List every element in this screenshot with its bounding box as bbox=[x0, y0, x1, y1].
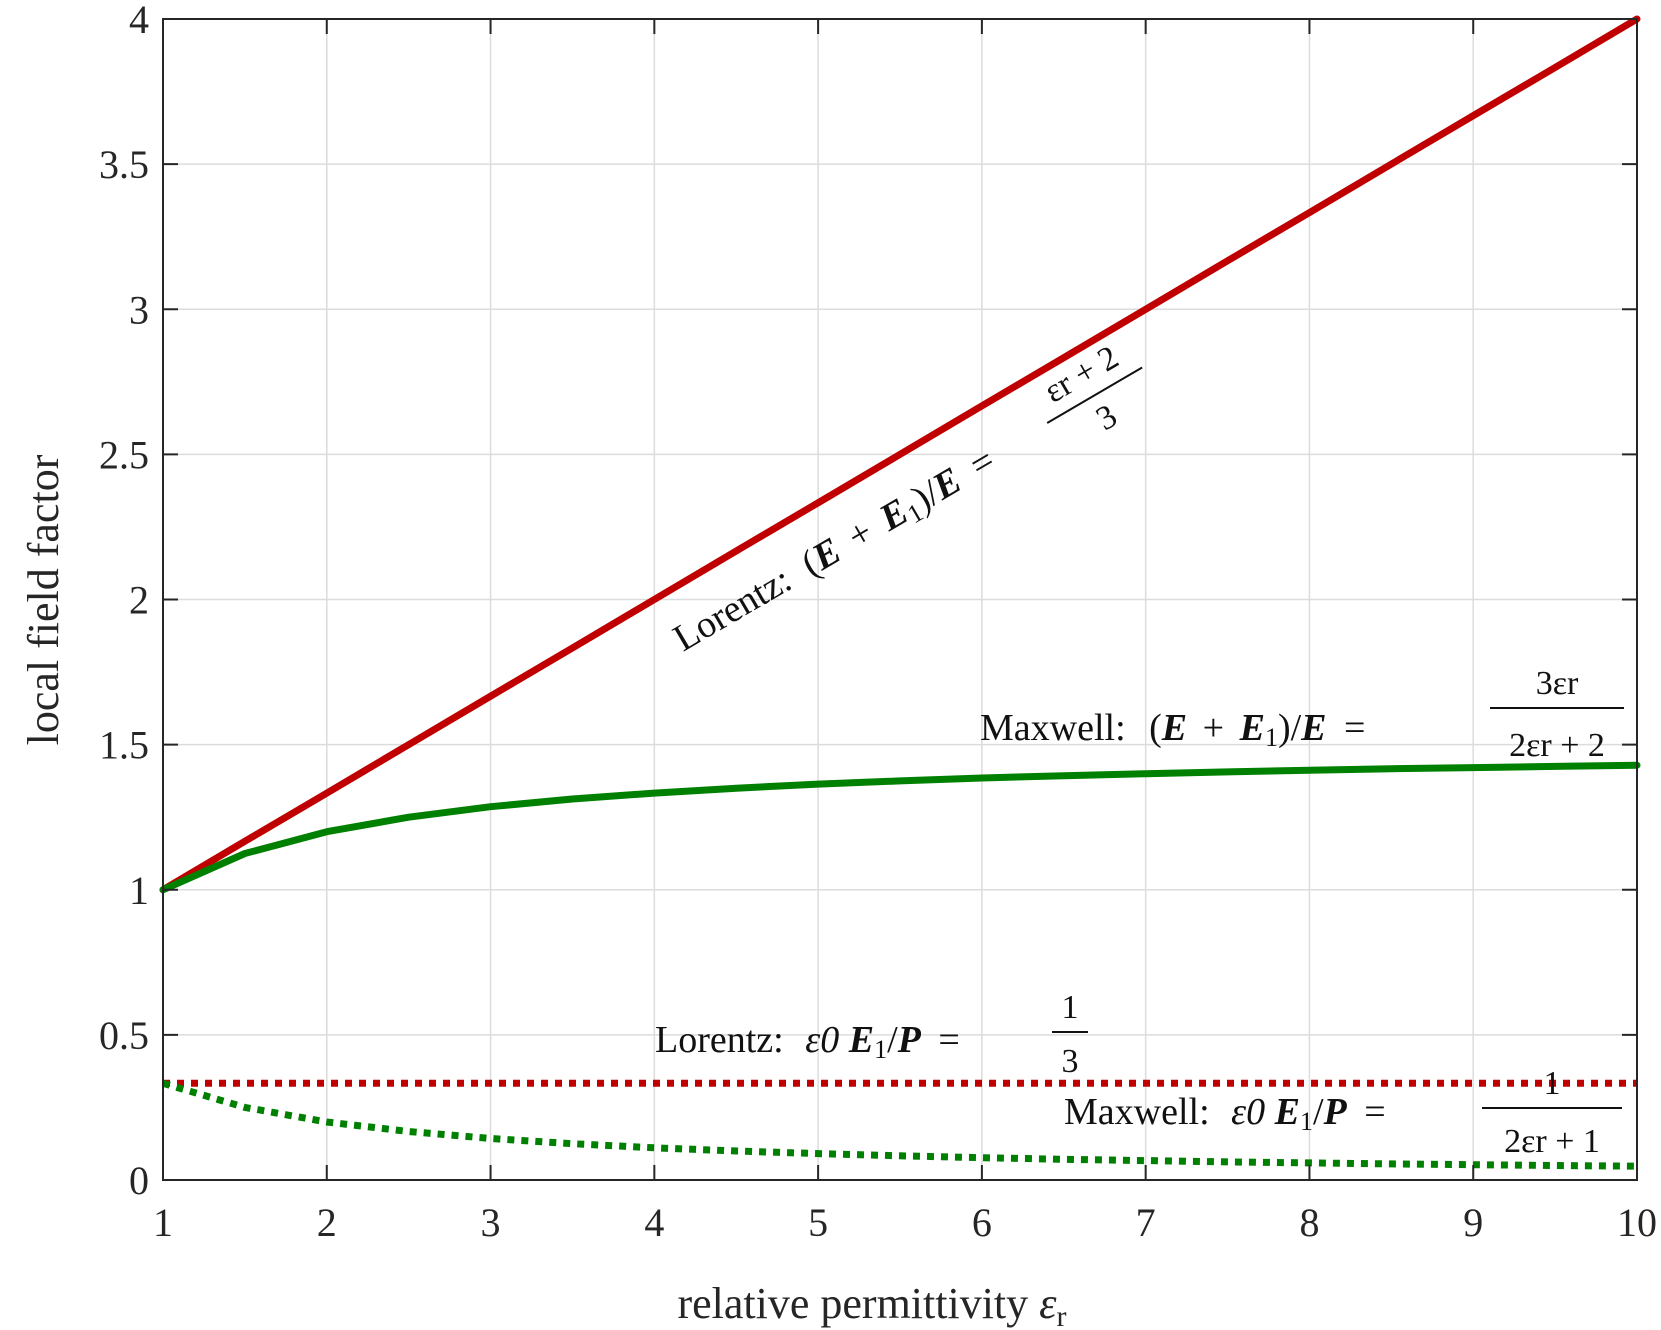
y-tick-label: 3.5 bbox=[99, 142, 149, 187]
series-line-2 bbox=[159, 761, 1641, 894]
svg-text:Lorentz: ε0 E1/P: Lorentz: ε0 E1/P = bbox=[655, 1019, 960, 1064]
y-tick-label: 0 bbox=[129, 1158, 149, 1203]
svg-text:Maxwell: (E +: Maxwell: (E + E1)/E = bbox=[980, 707, 1365, 752]
y-tick-label: 3 bbox=[129, 287, 149, 332]
svg-text:Maxwell: ε0 E1/P: Maxwell: ε0 E1/P = bbox=[1064, 1091, 1386, 1136]
x-tick-label: 2 bbox=[317, 1200, 337, 1245]
annotation-maxwell-factor: Maxwell: (E + E1)/E = 3εr 2εr + 2 bbox=[980, 665, 1624, 764]
x-tick-label: 3 bbox=[481, 1200, 501, 1245]
y-tick-label: 4 bbox=[129, 0, 149, 42]
svg-text:3εr: 3εr bbox=[1536, 665, 1579, 702]
svg-text:2εr + 1: 2εr + 1 bbox=[1504, 1123, 1600, 1160]
svg-text:1: 1 bbox=[1544, 1065, 1561, 1102]
x-tick-label: 8 bbox=[1299, 1200, 1319, 1245]
x-tick-label: 6 bbox=[972, 1200, 992, 1245]
tick-labels: 1 2 3 4 5 6 7 8 9 10 0 0.5 1 1.5 2 2.5 3 3.5 4 bbox=[99, 0, 1657, 1245]
x-axis-title: relative permittivity εr bbox=[677, 1279, 1066, 1330]
y-axis-title: local field factor bbox=[19, 454, 68, 745]
svg-text:1: 1 bbox=[1062, 989, 1079, 1026]
x-tick-label: 10 bbox=[1617, 1200, 1657, 1245]
x-tick-label: 1 bbox=[153, 1200, 173, 1245]
annotation-lorentz-ratio: Lorentz: ε0 E1/P = 1 3 bbox=[655, 989, 1088, 1080]
y-tick-label: 1.5 bbox=[99, 723, 149, 768]
x-tick-label: 4 bbox=[644, 1200, 664, 1245]
x-tick-label: 7 bbox=[1136, 1200, 1156, 1245]
y-tick-label: 1 bbox=[129, 868, 149, 913]
plot-series bbox=[159, 15, 1641, 1170]
series-line-1 bbox=[159, 15, 1641, 894]
x-tick-label: 5 bbox=[808, 1200, 828, 1245]
y-tick-label: 0.5 bbox=[99, 1013, 149, 1058]
y-tick-label: 2.5 bbox=[99, 432, 149, 477]
axis-ticks bbox=[162, 18, 1638, 1181]
series-line-4 bbox=[162, 1079, 1638, 1170]
svg-text:2εr + 2: 2εr + 2 bbox=[1509, 727, 1605, 764]
x-tick-label: 9 bbox=[1463, 1200, 1483, 1245]
svg-text:3: 3 bbox=[1062, 1043, 1079, 1080]
y-tick-label: 2 bbox=[129, 578, 149, 623]
annotation-maxwell-ratio: Maxwell: ε0 E1/P = 1 2εr + 1 bbox=[1064, 1065, 1622, 1160]
